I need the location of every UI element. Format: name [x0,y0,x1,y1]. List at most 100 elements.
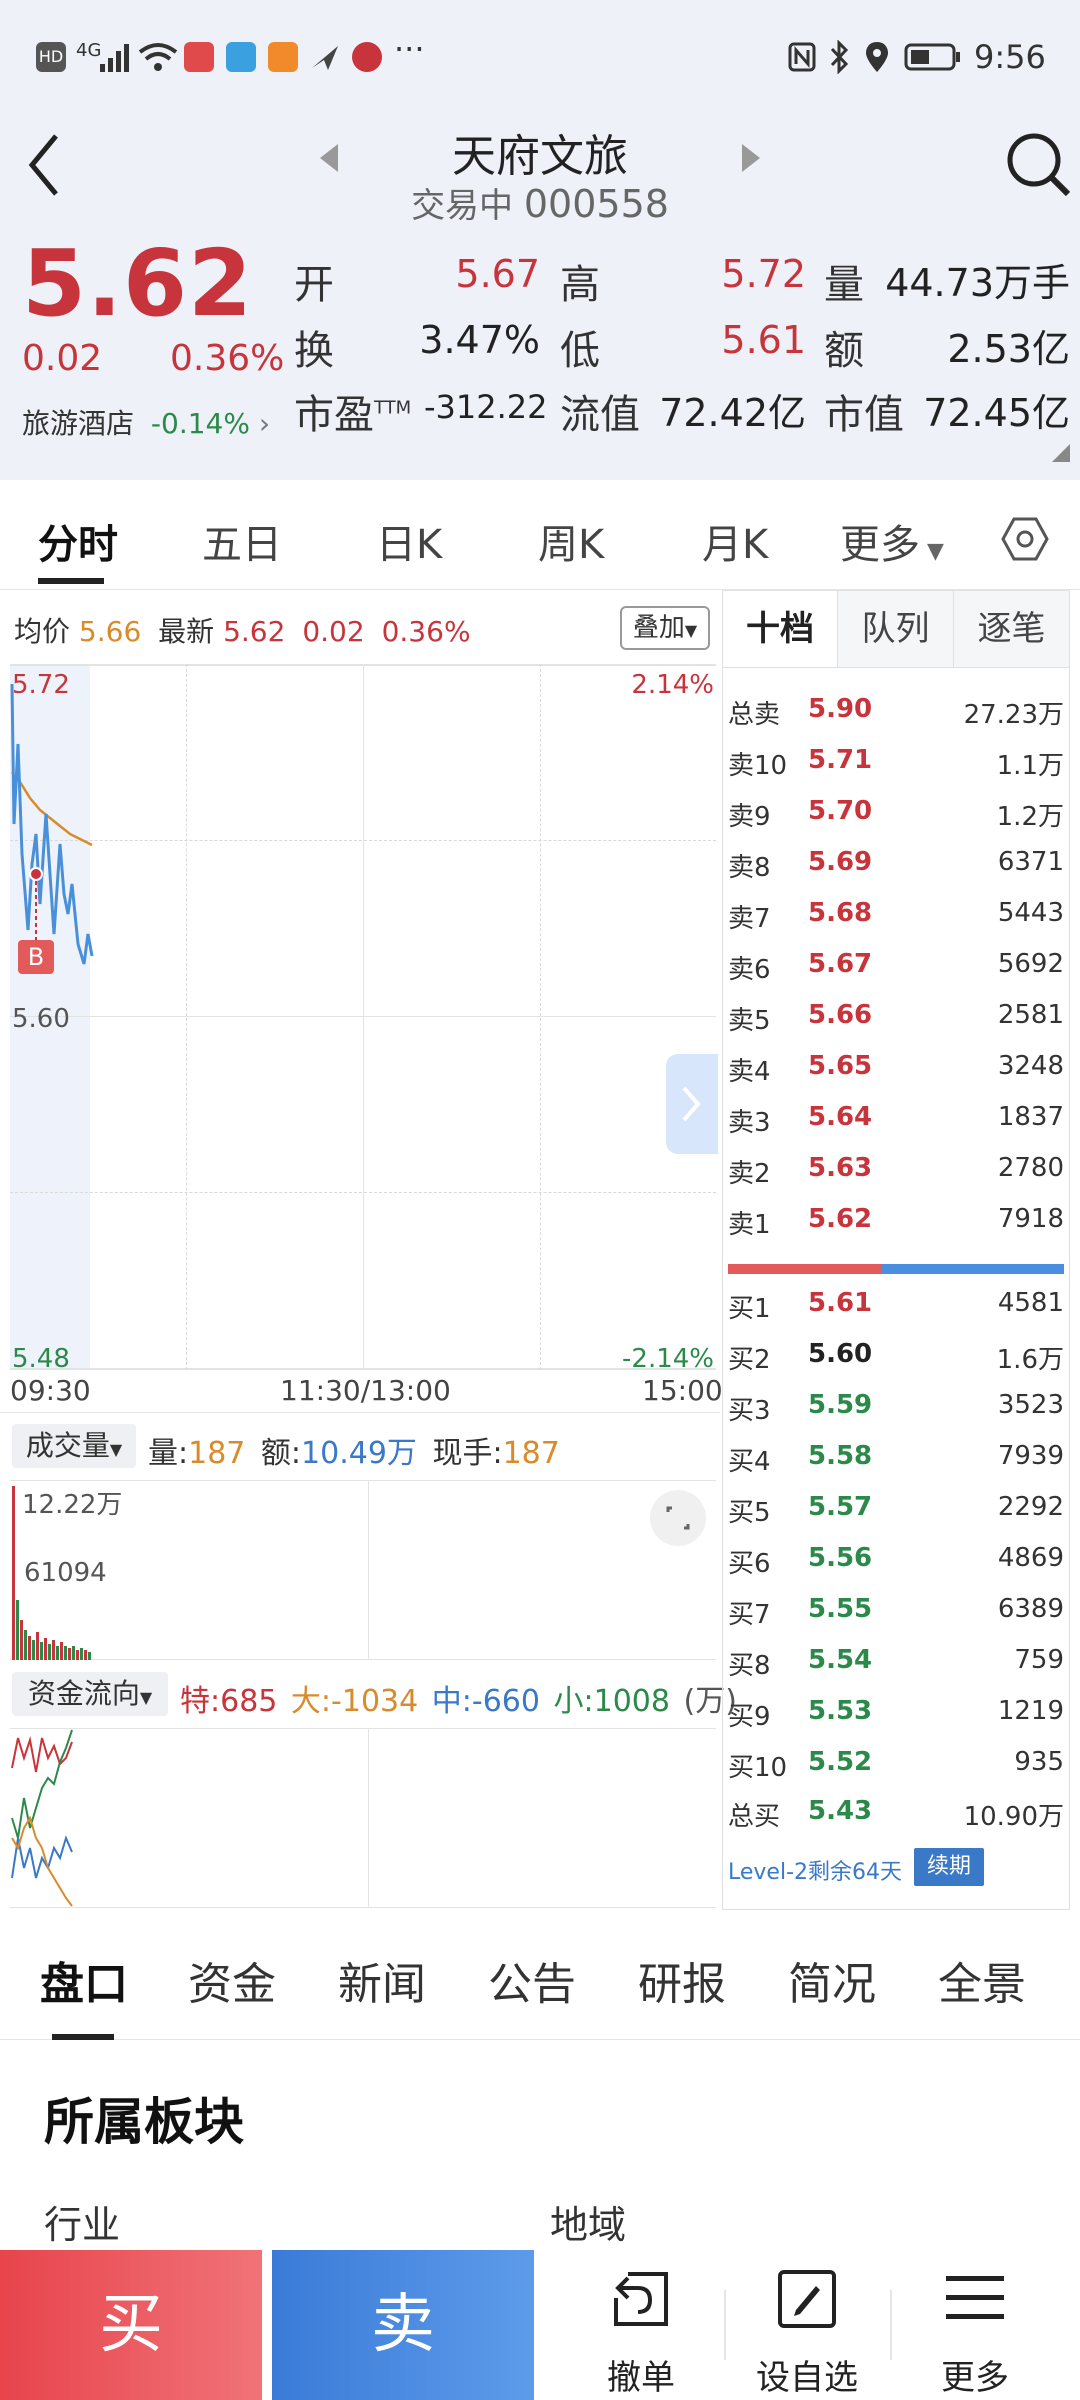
ask-row[interactable]: 卖1 5.62 7918 [728,1194,1064,1244]
tab-research[interactable]: 研报 [638,1959,726,2010]
tab-news[interactable]: 新闻 [338,1959,426,2010]
tab-ten-levels[interactable]: 十档 [723,591,837,667]
tab-weekly-k[interactable]: 周K [538,522,605,568]
ask-row[interactable]: 卖2 5.63 2780 [728,1143,1064,1193]
tab-order-book[interactable]: 盘口 [40,1959,128,2010]
ask-row[interactable]: 卖5 5.66 2581 [728,990,1064,1040]
caret-down-icon: ▼ [109,1440,123,1459]
ask-price: 5.63 [808,1153,873,1183]
bid-volume: 4869 [997,1543,1064,1573]
section-title: 所属板块 [44,2093,244,2151]
add-watchlist-button[interactable]: 设自选 [732,2250,882,2400]
amount-label: 额 [824,328,864,374]
ask-row[interactable]: 卖4 5.65 3248 [728,1041,1064,1091]
edit-icon [778,2270,836,2328]
bid-level: 买10 [728,1753,788,1783]
ask-row[interactable]: 卖6 5.67 5692 [728,939,1064,989]
tab-overview[interactable]: 全景 [938,1959,1026,2010]
pe-value: -312.22 [424,388,548,426]
expand-corner-icon[interactable] [1052,444,1070,462]
bid-row[interactable]: 买10 5.52 935 [728,1737,1064,1787]
flow-lines [11,1729,73,1907]
settings-hexagon-icon[interactable] [1000,516,1050,562]
bluetooth-icon [830,40,849,74]
fund-flow-chart [10,1728,716,1908]
bid-row[interactable]: 买2 5.60 1.6万 [728,1329,1064,1379]
tab-intraday[interactable]: 分时 [38,522,118,568]
latest-change: 0.02 [302,615,365,648]
tab-tick-by-tick[interactable]: 逐笔 [953,591,1069,667]
bid-row[interactable]: 买5 5.57 2292 [728,1482,1064,1532]
search-icon[interactable] [1004,130,1072,200]
ask-price: 5.66 [808,1000,873,1030]
expand-panel-button[interactable] [666,1054,718,1154]
bid-row[interactable]: 买9 5.53 1219 [728,1686,1064,1736]
bid-level: 买1 [728,1294,771,1324]
volume-stats: 量:187 额:10.49万 现手:187 [148,1436,560,1471]
stock-subtitle: 交易中 000558 [0,178,1080,227]
low-label: 低 [560,328,600,374]
indicator-selector-flow[interactable]: 资金流向▼ [12,1672,168,1716]
prev-stock-icon[interactable] [318,142,340,174]
bid-level: 买3 [728,1396,771,1426]
ask-volume: 6371 [997,847,1064,877]
pct-axis-top: 2.14% [631,670,714,700]
ask-level: 卖6 [728,955,771,985]
bid-row[interactable]: 买6 5.56 4869 [728,1533,1064,1583]
tab-profile[interactable]: 简况 [788,1959,876,2010]
tab-funds[interactable]: 资金 [188,1959,276,2010]
ask-volume: 3248 [997,1051,1064,1081]
ask-row[interactable]: 卖7 5.68 5443 [728,888,1064,938]
cancel-order-label: 撤单 [607,2358,675,2398]
overlay-button[interactable]: 叠加▼ [620,606,710,650]
bid-volume: 7939 [997,1441,1064,1471]
ask-row[interactable]: 卖3 5.64 1837 [728,1092,1064,1142]
cancel-order-button[interactable]: 撤单 [566,2250,716,2400]
back-icon[interactable] [24,130,64,200]
open-value: 5.67 [455,252,540,296]
bid-level: 买9 [728,1702,771,1732]
ask-row[interactable]: 卖9 5.70 1.2万 [728,786,1064,836]
tab-more[interactable]: 更多 ▼ [840,522,944,568]
clock: 9:56 [974,38,1046,76]
sell-button[interactable]: 卖 [272,2250,534,2400]
tab-announcements[interactable]: 公告 [488,1959,576,2010]
sector-link[interactable]: 旅游酒店 -0.14% › [22,402,270,442]
high-label: 高 [560,262,600,308]
status-bar: HD 4G ··· 9:56 [0,0,1080,110]
browser-app-icon [226,42,256,72]
bid-price: 5.60 [808,1339,873,1369]
bid-row[interactable]: 买4 5.58 7939 [728,1431,1064,1481]
tab-daily-k[interactable]: 日K [376,522,443,568]
bid-price: 5.56 [808,1543,873,1573]
buy-marker[interactable]: B [18,940,54,974]
bid-row[interactable]: 买7 5.55 6389 [728,1584,1064,1634]
bid-row[interactable]: 买1 5.61 4581 [728,1278,1064,1328]
bid-level: 买6 [728,1549,771,1579]
buy-button[interactable]: 买 [0,2250,262,2400]
tab-five-day[interactable]: 五日 [202,522,282,568]
volume-bars [12,1486,91,1660]
tab-queue[interactable]: 队列 [837,591,953,667]
ask-level: 卖2 [728,1159,771,1189]
region-label: 地域 [550,2203,627,2247]
bid-level: 买7 [728,1600,771,1630]
renew-button[interactable]: 续期 [914,1848,984,1886]
ask-row[interactable]: 卖10 5.71 1.1万 [728,735,1064,785]
fullscreen-button[interactable] [650,1490,706,1546]
bid-row[interactable]: 买3 5.59 3523 [728,1380,1064,1430]
ask-level: 卖9 [728,802,771,832]
bid-row[interactable]: 买8 5.54 759 [728,1635,1064,1685]
ask-price: 5.71 [808,745,873,775]
tab-monthly-k[interactable]: 月K [702,522,769,568]
y-axis-top: 5.72 [12,670,70,700]
ask-level: 卖10 [728,751,788,781]
intraday-chart[interactable]: 5.72 5.60 5.48 2.14% -2.14% B [10,664,718,1374]
ask-volume: 2581 [997,1000,1064,1030]
more-button[interactable]: 更多 [900,2250,1050,2400]
price-lines [10,683,94,965]
hd-icon: HD [36,42,66,72]
indicator-selector-volume[interactable]: 成交量▼ [12,1424,136,1468]
ask-row[interactable]: 卖8 5.69 6371 [728,837,1064,887]
next-stock-icon[interactable] [740,142,762,174]
